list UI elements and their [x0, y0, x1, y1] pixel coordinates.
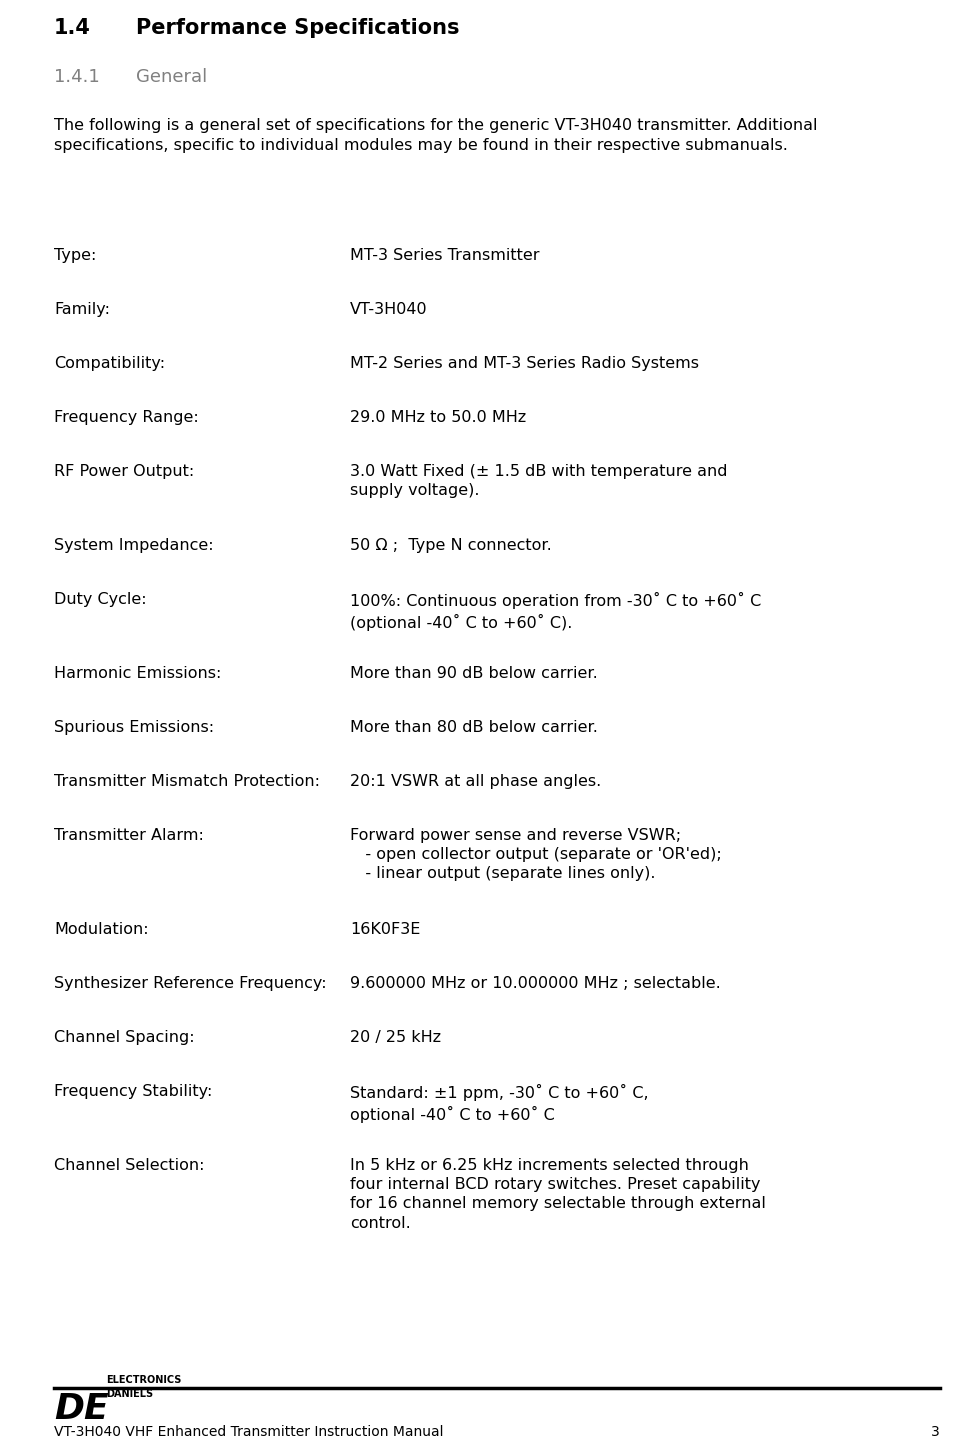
- Text: Standard: ±1 ppm, -30˚ C to +60˚ C,
optional -40˚ C to +60˚ C: Standard: ±1 ppm, -30˚ C to +60˚ C, opti…: [350, 1084, 649, 1123]
- Text: ELECTRONICS: ELECTRONICS: [106, 1376, 181, 1386]
- Text: Spurious Emissions:: Spurious Emissions:: [54, 720, 214, 736]
- Text: Channel Spacing:: Channel Spacing:: [54, 1030, 195, 1045]
- Text: 29.0 MHz to 50.0 MHz: 29.0 MHz to 50.0 MHz: [350, 411, 526, 425]
- Text: Duty Cycle:: Duty Cycle:: [54, 592, 147, 607]
- Text: RF Power Output:: RF Power Output:: [54, 464, 194, 479]
- Text: Frequency Range:: Frequency Range:: [54, 411, 199, 425]
- Text: 3: 3: [931, 1425, 940, 1439]
- Text: More than 90 dB below carrier.: More than 90 dB below carrier.: [350, 666, 598, 681]
- Text: 1.4: 1.4: [54, 17, 91, 38]
- Text: Family:: Family:: [54, 302, 110, 316]
- Text: Harmonic Emissions:: Harmonic Emissions:: [54, 666, 221, 681]
- Text: More than 80 dB below carrier.: More than 80 dB below carrier.: [350, 720, 598, 736]
- Text: Compatibility:: Compatibility:: [54, 355, 165, 371]
- Text: VT-3H040 VHF Enhanced Transmitter Instruction Manual: VT-3H040 VHF Enhanced Transmitter Instru…: [54, 1425, 444, 1439]
- Text: Transmitter Mismatch Protection:: Transmitter Mismatch Protection:: [54, 773, 320, 789]
- Text: Transmitter Alarm:: Transmitter Alarm:: [54, 829, 204, 843]
- Text: 1.4.1: 1.4.1: [54, 68, 100, 86]
- Text: Channel Selection:: Channel Selection:: [54, 1158, 205, 1172]
- Text: 50 Ω ;  Type N connector.: 50 Ω ; Type N connector.: [350, 538, 552, 553]
- Text: 20:1 VSWR at all phase angles.: 20:1 VSWR at all phase angles.: [350, 773, 602, 789]
- Text: 9.600000 MHz or 10.000000 MHz ; selectable.: 9.600000 MHz or 10.000000 MHz ; selectab…: [350, 977, 720, 991]
- Text: Synthesizer Reference Frequency:: Synthesizer Reference Frequency:: [54, 977, 326, 991]
- Text: VT-3H040: VT-3H040: [350, 302, 427, 316]
- Text: Modulation:: Modulation:: [54, 921, 149, 937]
- Text: DANIELS: DANIELS: [106, 1389, 153, 1399]
- Text: DE: DE: [54, 1392, 109, 1426]
- Text: MT-3 Series Transmitter: MT-3 Series Transmitter: [350, 248, 540, 263]
- Text: Forward power sense and reverse VSWR;
   - open collector output (separate or 'O: Forward power sense and reverse VSWR; - …: [350, 829, 721, 881]
- Text: General: General: [136, 68, 207, 86]
- Text: 3.0 Watt Fixed (± 1.5 dB with temperature and
supply voltage).: 3.0 Watt Fixed (± 1.5 dB with temperatur…: [350, 464, 727, 498]
- Text: 100%: Continuous operation from -30˚ C to +60˚ C
(optional -40˚ C to +60˚ C).: 100%: Continuous operation from -30˚ C t…: [350, 592, 761, 631]
- Text: 20 / 25 kHz: 20 / 25 kHz: [350, 1030, 441, 1045]
- Text: Performance Specifications: Performance Specifications: [136, 17, 460, 38]
- Text: 16K0F3E: 16K0F3E: [350, 921, 420, 937]
- Text: In 5 kHz or 6.25 kHz increments selected through
four internal BCD rotary switch: In 5 kHz or 6.25 kHz increments selected…: [350, 1158, 766, 1230]
- Text: MT-2 Series and MT-3 Series Radio Systems: MT-2 Series and MT-3 Series Radio System…: [350, 355, 699, 371]
- Text: Frequency Stability:: Frequency Stability:: [54, 1084, 213, 1098]
- Text: Type:: Type:: [54, 248, 96, 263]
- Text: System Impedance:: System Impedance:: [54, 538, 214, 553]
- Text: The following is a general set of specifications for the generic VT-3H040 transm: The following is a general set of specif…: [54, 118, 817, 152]
